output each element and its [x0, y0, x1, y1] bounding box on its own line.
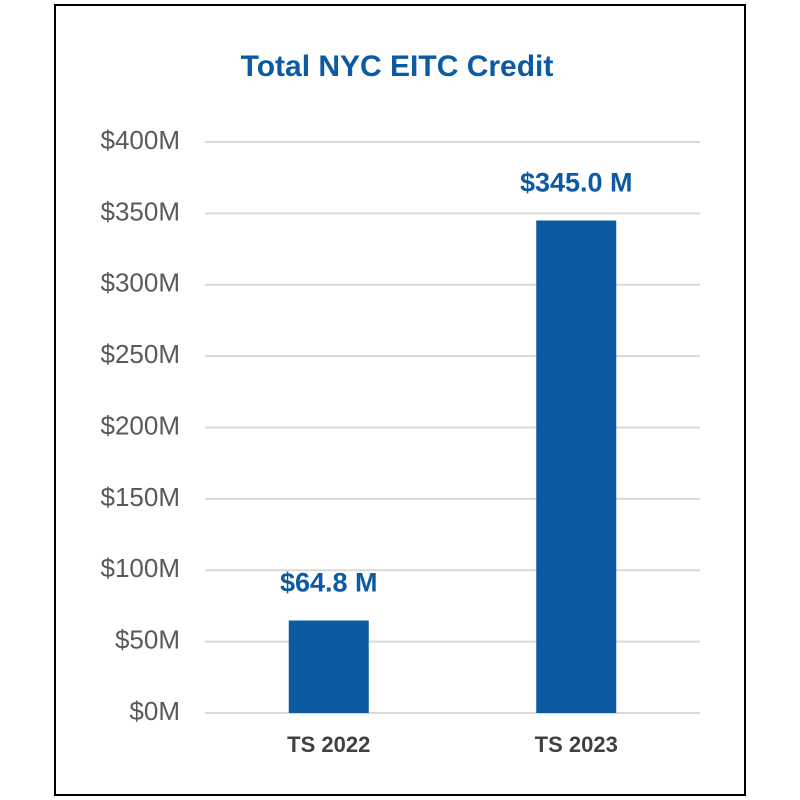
y-tick-label: $350M [101, 196, 181, 226]
y-tick-label: $250M [101, 339, 181, 369]
chart-title: Total NYC EITC Credit [241, 50, 554, 83]
x-tick-label: TS 2022 [287, 732, 370, 757]
y-tick-label: $300M [101, 268, 181, 298]
x-tick-label: TS 2023 [535, 732, 618, 757]
y-tick-label: $150M [101, 482, 181, 512]
y-tick-label: $0M [129, 696, 180, 726]
y-tick-label: $200M [101, 410, 181, 440]
value-label: $64.8 M [280, 568, 378, 598]
bar [288, 620, 369, 713]
value-label: $345.0 M [520, 168, 633, 198]
y-tick-label: $50M [115, 625, 180, 655]
bar [536, 220, 617, 713]
chart-border [54, 4, 746, 796]
y-tick-label: $400M [101, 125, 181, 155]
y-tick-label: $100M [101, 553, 181, 583]
